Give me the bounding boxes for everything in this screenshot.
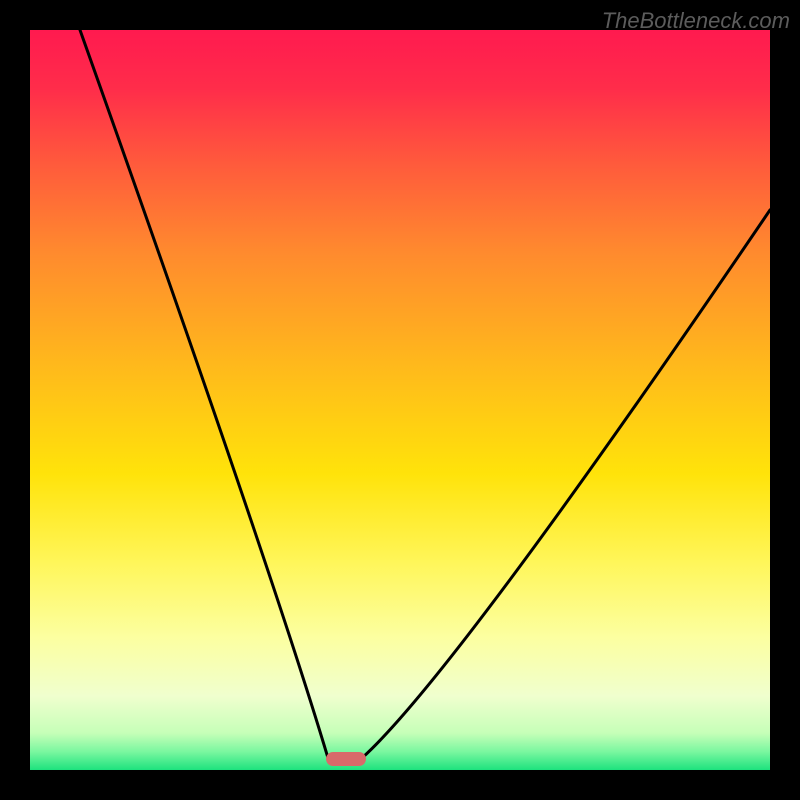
chart-svg <box>0 0 800 800</box>
optimal-marker <box>326 752 366 766</box>
watermark-text: TheBottleneck.com <box>602 8 790 34</box>
chart-canvas: TheBottleneck.com <box>0 0 800 800</box>
plot-area <box>30 30 770 770</box>
